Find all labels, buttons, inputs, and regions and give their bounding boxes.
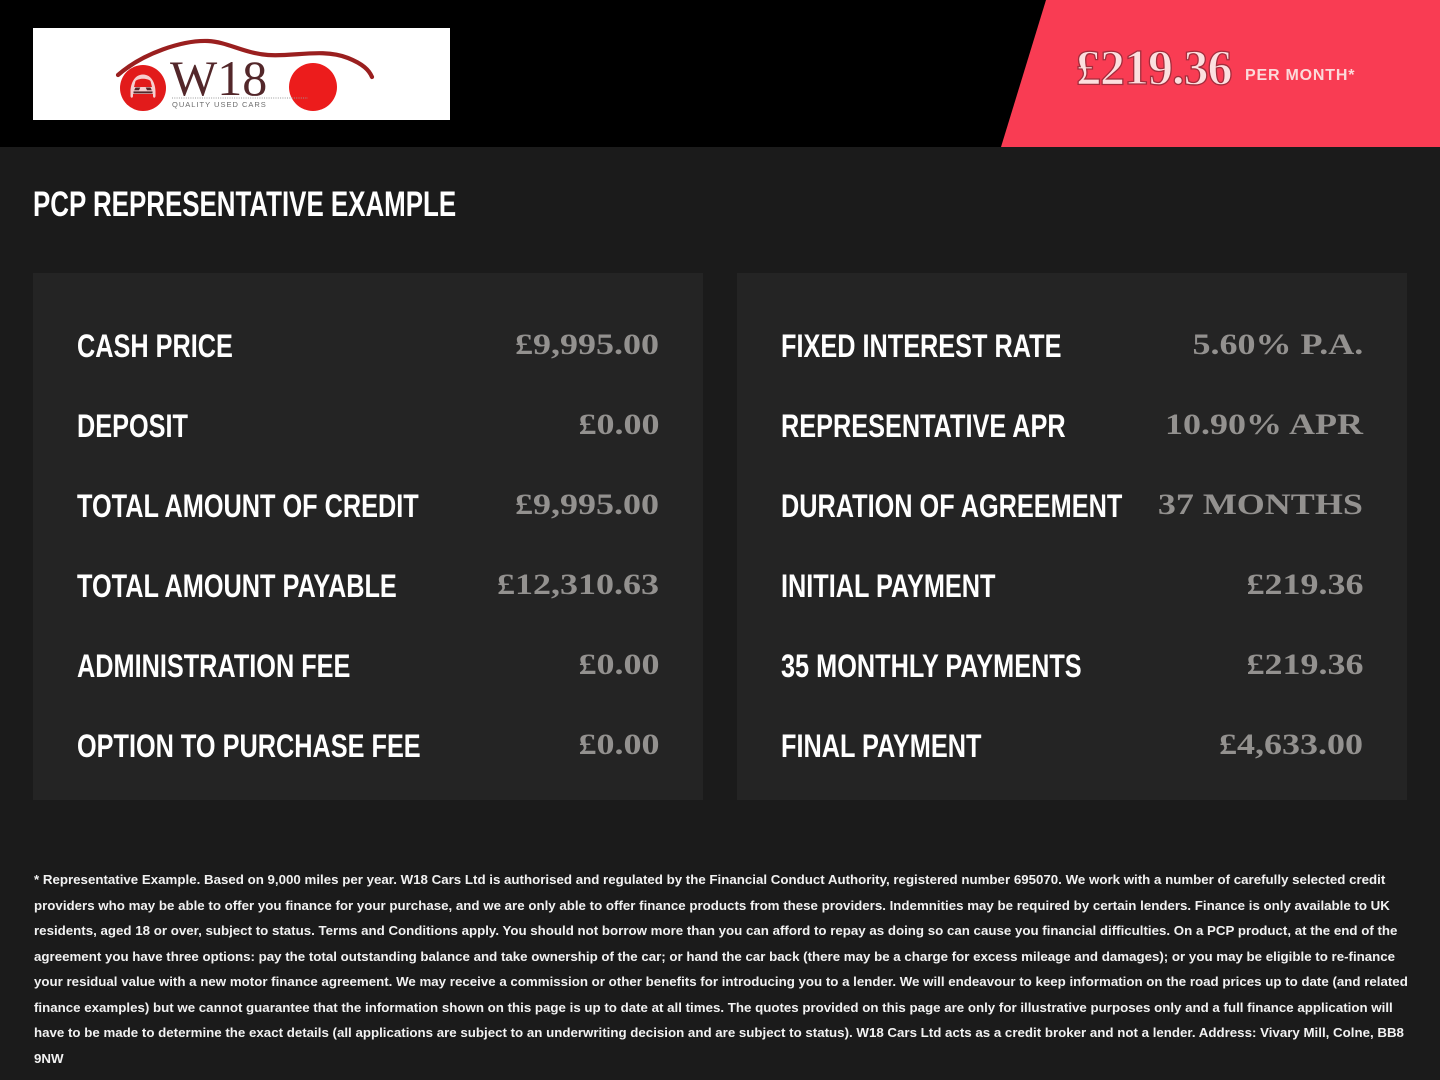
svg-text:QUALITY USED CARS: QUALITY USED CARS (172, 100, 267, 109)
